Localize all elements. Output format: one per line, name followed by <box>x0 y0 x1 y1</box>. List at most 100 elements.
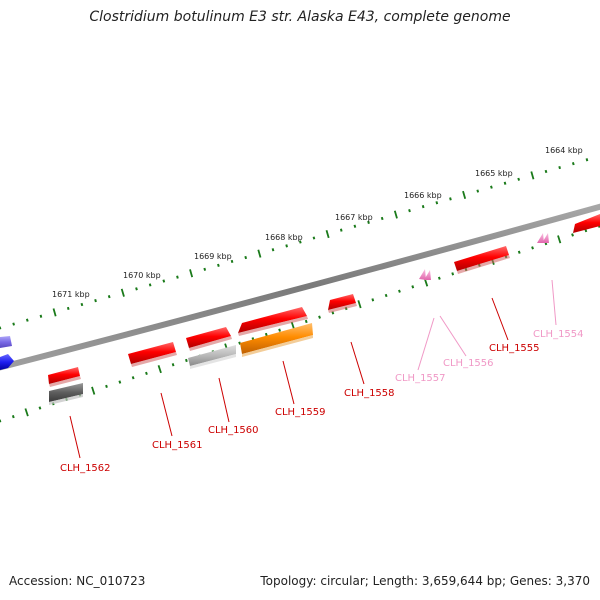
minor-tick <box>304 319 308 324</box>
major-tick <box>189 269 194 278</box>
minor-tick <box>162 279 166 283</box>
gene-CLH_1560[interactable] <box>186 327 232 351</box>
minor-tick <box>339 228 343 232</box>
minor-tick <box>39 314 43 318</box>
major-tick <box>530 171 535 180</box>
minor-tick <box>264 332 268 337</box>
minor-tick <box>271 248 275 252</box>
minor-tick <box>278 328 281 332</box>
minor-tick <box>585 158 589 162</box>
major-tick <box>91 386 96 395</box>
minor-tick <box>411 285 415 289</box>
kbp-label: 1671 kbp <box>52 290 90 299</box>
minor-tick <box>421 205 425 209</box>
minor-tick <box>398 289 401 293</box>
gene-label-CLH_1556[interactable]: CLH_1556 <box>443 358 494 369</box>
leader-line <box>417 317 435 371</box>
minor-tick <box>371 298 375 302</box>
major-tick <box>557 235 562 244</box>
minor-tick <box>38 406 42 410</box>
gene-CLH_1562-dark-block[interactable] <box>49 383 83 405</box>
gene-label-CLH_1559[interactable]: CLH_1559 <box>275 407 326 418</box>
gene-label-CLH_1560[interactable]: CLH_1560 <box>208 425 259 436</box>
minor-tick <box>435 201 439 205</box>
map-title: Clostridium botulinum E3 str. Alaska E43… <box>89 9 511 25</box>
minor-tick <box>503 181 507 185</box>
minor-tick <box>476 189 480 193</box>
minor-tick <box>203 267 207 271</box>
minor-tick <box>131 376 135 380</box>
gene-CLH_1562-partial-forward[interactable] <box>0 336 12 348</box>
leader-line <box>218 377 230 423</box>
gene-CLH_1554-markers[interactable] <box>537 233 549 243</box>
gene-labels: CLH_1554 CLH_1555 CLH_1556 CLH_1557 CLH_… <box>60 329 584 474</box>
leader-line <box>160 392 173 437</box>
gene-CLH_1560-gray-block[interactable] <box>188 345 236 369</box>
minor-tick <box>105 384 108 388</box>
minor-tick <box>544 169 548 174</box>
label-leader-lines <box>69 279 557 459</box>
minor-tick <box>490 185 493 189</box>
minor-tick <box>185 358 188 363</box>
accession-label: Accession: NC_010723 <box>9 574 146 588</box>
kbp-label: 1670 kbp <box>123 271 161 280</box>
leader-line <box>551 279 557 326</box>
gene-label-CLH_1562[interactable]: CLH_1562 <box>60 463 111 474</box>
gene-label-CLH_1555[interactable]: CLH_1555 <box>489 343 540 354</box>
genome-backbone <box>0 203 600 371</box>
minor-tick <box>230 259 234 264</box>
minor-tick <box>517 250 521 254</box>
minor-tick <box>367 220 370 224</box>
minor-tick <box>408 209 411 213</box>
genome-stats-label: Topology: circular; Length: 3,659,644 bp… <box>260 574 590 588</box>
major-tick <box>120 288 125 297</box>
minor-tick <box>94 299 97 303</box>
minor-tick <box>449 197 452 201</box>
gene-blue-partial[interactable] <box>0 354 14 370</box>
gene-CLH_1555[interactable] <box>454 246 510 274</box>
minor-tick <box>244 255 248 260</box>
kbp-label: 1669 kbp <box>194 252 232 261</box>
minor-tick <box>517 177 521 181</box>
leader-line <box>350 341 365 385</box>
minor-tick <box>531 246 534 250</box>
minor-tick <box>558 165 561 170</box>
gene-label-CLH_1557[interactable]: CLH_1557 <box>395 373 446 384</box>
minor-tick <box>238 341 242 345</box>
minor-tick <box>25 318 29 322</box>
minor-tick <box>66 306 70 311</box>
gene-label-CLH_1554[interactable]: CLH_1554 <box>533 329 584 340</box>
gene-CLH_1556-CLH_1557-markers[interactable] <box>419 269 431 280</box>
major-tick <box>393 210 398 219</box>
minor-tick <box>118 380 122 384</box>
minor-tick <box>135 287 138 291</box>
inner-tick-ring <box>0 224 600 423</box>
minor-tick <box>312 236 316 240</box>
kbp-label: 1665 kbp <box>475 169 513 178</box>
major-tick <box>325 229 330 239</box>
kbp-label: 1666 kbp <box>404 191 442 200</box>
gene-CLH_1558[interactable] <box>328 294 357 313</box>
minor-tick <box>571 162 575 166</box>
leader-line <box>491 297 509 341</box>
minor-tick <box>384 293 388 298</box>
major-tick <box>157 365 162 374</box>
minor-tick <box>437 276 441 280</box>
minor-tick <box>451 272 455 276</box>
gene-label-CLH_1558[interactable]: CLH_1558 <box>344 388 395 399</box>
major-tick <box>257 249 262 258</box>
leader-line <box>282 360 295 405</box>
gene-label-CLH_1561[interactable]: CLH_1561 <box>152 440 203 451</box>
minor-tick <box>571 233 574 237</box>
gene-CLH_1554-partial-forward[interactable] <box>573 214 600 233</box>
kbp-labels: 1664 kbp 1665 kbp 1666 kbp 1667 kbp 1668… <box>52 146 583 299</box>
minor-tick <box>217 263 220 267</box>
gene-CLH_1561[interactable] <box>128 342 177 367</box>
kbp-label: 1664 kbp <box>545 146 583 155</box>
leader-line <box>69 415 81 459</box>
gene-CLH_1562[interactable] <box>48 367 81 387</box>
gene-CLH_1559-orange-block[interactable] <box>240 323 313 357</box>
gene-CLH_1559[interactable] <box>238 307 308 336</box>
major-tick <box>462 190 467 200</box>
